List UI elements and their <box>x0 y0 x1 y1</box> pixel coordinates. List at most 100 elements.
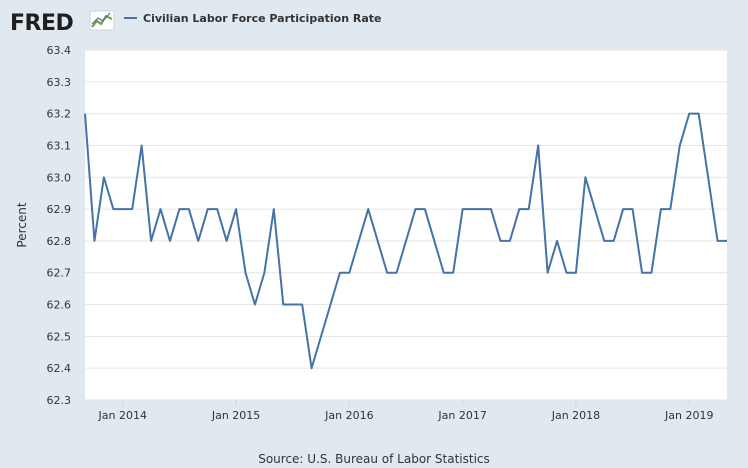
data-point[interactable] <box>309 365 315 371</box>
data-point[interactable] <box>554 238 560 244</box>
y-tick-label: 62.6 <box>47 299 72 312</box>
data-point[interactable] <box>186 206 192 212</box>
data-point[interactable] <box>611 238 617 244</box>
data-point[interactable] <box>677 142 683 148</box>
data-point[interactable] <box>167 238 173 244</box>
data-point[interactable] <box>327 302 333 308</box>
x-tick-label: Jan 2014 <box>98 409 147 422</box>
x-tick-label: Jan 2016 <box>324 409 373 422</box>
y-tick-label: 63.0 <box>47 171 72 184</box>
series-line[interactable] <box>84 112 727 370</box>
x-tick-label: Jan 2017 <box>437 409 486 422</box>
data-point[interactable] <box>101 174 107 180</box>
data-point[interactable] <box>535 142 541 148</box>
y-tick-label: 63.4 <box>47 44 72 57</box>
x-tick-label: Jan 2018 <box>551 409 600 422</box>
data-point[interactable] <box>120 206 126 212</box>
data-point[interactable] <box>658 206 664 212</box>
data-point[interactable] <box>375 238 381 244</box>
data-point[interactable] <box>129 206 135 212</box>
x-tick-label: Jan 2019 <box>664 409 713 422</box>
data-point[interactable] <box>667 206 673 212</box>
data-point[interactable] <box>346 270 352 276</box>
data-point[interactable] <box>545 270 551 276</box>
data-point[interactable] <box>582 174 588 180</box>
data-point[interactable] <box>91 238 97 244</box>
data-point[interactable] <box>384 270 390 276</box>
data-point[interactable] <box>195 238 201 244</box>
line-chart-icon <box>89 10 115 31</box>
y-tick-label: 62.5 <box>47 330 72 343</box>
data-point[interactable] <box>299 302 305 308</box>
data-point[interactable] <box>705 174 711 180</box>
y-tick-label: 63.3 <box>47 76 72 89</box>
data-point[interactable] <box>403 238 409 244</box>
data-point[interactable] <box>648 270 654 276</box>
fred-logo[interactable]: FRED <box>10 10 115 36</box>
fred-logo-text: FRED <box>10 11 73 36</box>
y-tick-label: 62.4 <box>47 362 72 375</box>
data-point[interactable] <box>696 111 702 117</box>
y-tick-label: 62.3 <box>47 394 72 407</box>
data-point[interactable] <box>441 270 447 276</box>
data-point[interactable] <box>412 206 418 212</box>
data-point[interactable] <box>139 142 145 148</box>
data-point[interactable] <box>450 270 456 276</box>
y-tick-label: 63.2 <box>47 108 72 121</box>
data-point[interactable] <box>394 270 400 276</box>
data-point[interactable] <box>422 206 428 212</box>
data-point[interactable] <box>280 302 286 308</box>
data-point[interactable] <box>261 270 267 276</box>
data-point[interactable] <box>715 238 721 244</box>
data-point[interactable] <box>516 206 522 212</box>
data-point[interactable] <box>639 270 645 276</box>
y-tick-label: 62.7 <box>47 267 72 280</box>
y-tick-label: 63.1 <box>47 139 72 152</box>
data-point[interactable] <box>488 206 494 212</box>
y-tick-label: 62.8 <box>47 235 72 248</box>
data-point[interactable] <box>271 206 277 212</box>
series-layer <box>82 111 730 371</box>
data-point[interactable] <box>176 206 182 212</box>
data-point[interactable] <box>469 206 475 212</box>
data-point[interactable] <box>337 270 343 276</box>
data-point[interactable] <box>630 206 636 212</box>
data-point[interactable] <box>356 238 362 244</box>
data-point[interactable] <box>252 302 258 308</box>
data-point[interactable] <box>564 270 570 276</box>
data-point[interactable] <box>620 206 626 212</box>
data-point[interactable] <box>214 206 220 212</box>
data-point[interactable] <box>724 238 730 244</box>
data-point[interactable] <box>148 238 154 244</box>
legend-series-label: Civilian Labor Force Participation Rate <box>143 12 381 25</box>
data-point[interactable] <box>592 206 598 212</box>
data-point[interactable] <box>573 270 579 276</box>
data-point[interactable] <box>460 206 466 212</box>
plot-area <box>85 50 727 400</box>
data-point[interactable] <box>243 270 249 276</box>
data-point[interactable] <box>290 302 296 308</box>
x-axis-ticks: Jan 2014 Jan 2015 Jan 2016 Jan 2017 Jan 2018… <box>98 400 713 422</box>
x-tick-label: Jan 2015 <box>211 409 260 422</box>
data-point[interactable] <box>224 238 230 244</box>
grid-lines <box>85 49 727 401</box>
y-tick-label: 62.9 <box>47 203 72 216</box>
y-axis-ticks: 62.3 62.4 62.5 62.6 62.7 62.8 62.9 63.0 63.1 63.2… <box>47 44 72 407</box>
data-point[interactable] <box>601 238 607 244</box>
data-point[interactable] <box>479 206 485 212</box>
data-point[interactable] <box>431 238 437 244</box>
data-point[interactable] <box>205 206 211 212</box>
data-point[interactable] <box>233 206 239 212</box>
source-credit: Source: U.S. Bureau of Labor Statistics <box>258 452 490 466</box>
data-point[interactable] <box>507 238 513 244</box>
data-point[interactable] <box>526 206 532 212</box>
data-point[interactable] <box>497 238 503 244</box>
data-point[interactable] <box>318 333 324 339</box>
data-point[interactable] <box>82 111 88 117</box>
data-point[interactable] <box>110 206 116 212</box>
data-point[interactable] <box>686 111 692 117</box>
legend[interactable]: Civilian Labor Force Participation Rate <box>124 12 381 25</box>
data-point[interactable] <box>158 206 164 212</box>
data-point[interactable] <box>365 206 371 212</box>
